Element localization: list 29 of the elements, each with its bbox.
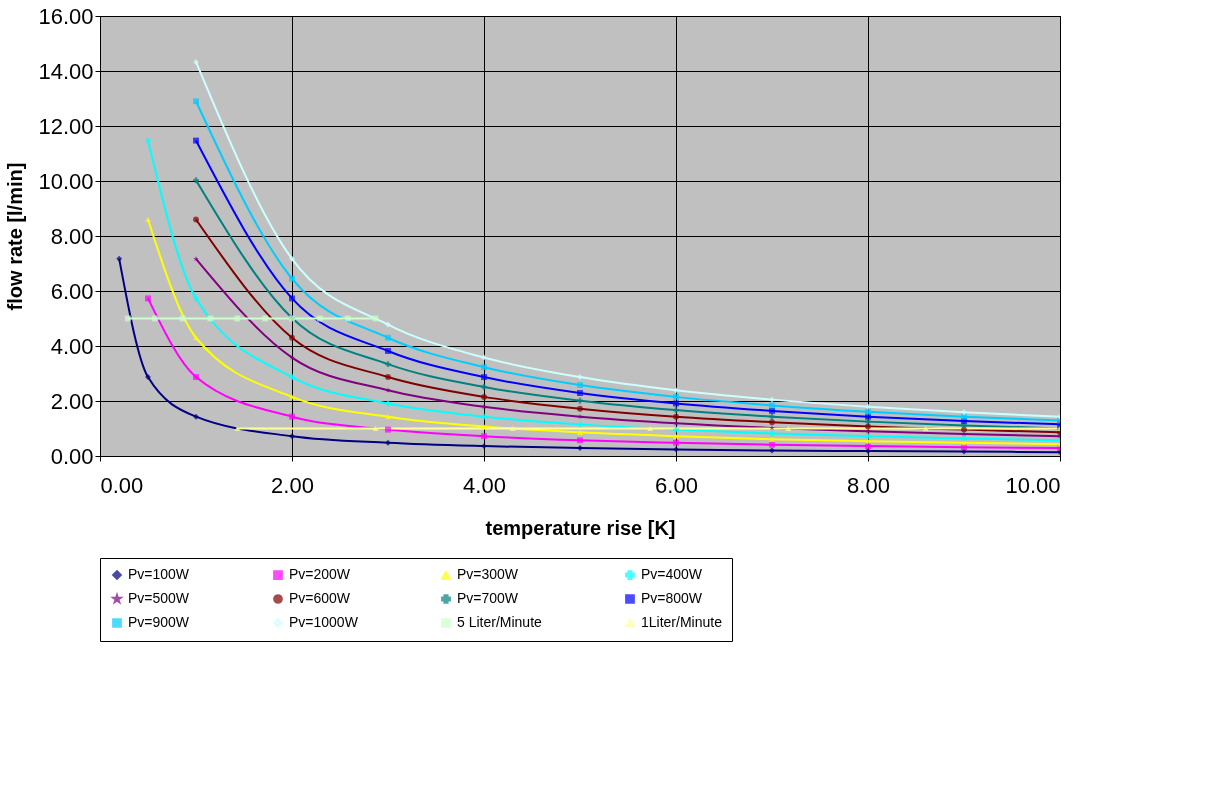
legend-label: Pv=900W xyxy=(128,614,190,630)
x-tick-label: 10.00 xyxy=(1005,472,1061,498)
legend-label: Pv=500W xyxy=(128,590,190,606)
legend-label: Pv=400W xyxy=(641,566,703,583)
y-tick-label: 10.00 xyxy=(38,168,94,194)
legend-label: Pv=800W xyxy=(641,590,703,606)
legend-label: Pv=600W xyxy=(289,590,351,606)
y-tick-label: 0.00 xyxy=(50,443,94,469)
legend-label: Pv=1000W xyxy=(289,614,359,630)
y-tick-label: 2.00 xyxy=(50,388,94,414)
legend-label: Pv=300W xyxy=(457,566,519,583)
y-tick-label: 6.00 xyxy=(50,278,94,304)
legend-label: Pv=200W xyxy=(289,566,351,583)
legend-label: Pv=100W xyxy=(128,566,190,583)
legend-label: 1Liter/Minute xyxy=(641,614,723,630)
y-tick-label: 8.00 xyxy=(50,223,94,249)
x-tick-label: 0.00 xyxy=(100,472,144,498)
legend-label: 5 Liter/Minute xyxy=(457,614,543,630)
y-axis-title: flow rate [l/min] xyxy=(4,162,27,311)
y-tick-label: 16.00 xyxy=(38,3,94,29)
x-tick-label: 8.00 xyxy=(847,472,890,498)
x-tick-label: 4.00 xyxy=(463,472,506,498)
x-axis-title: temperature rise [K] xyxy=(485,516,676,539)
y-tick-label: 12.00 xyxy=(38,113,94,139)
x-tick-label: 2.00 xyxy=(271,472,314,498)
y-tick-label: 4.00 xyxy=(50,333,94,359)
y-tick-label: 14.00 xyxy=(38,58,94,84)
legend-label: Pv=700W xyxy=(457,590,519,606)
x-tick-label: 6.00 xyxy=(655,472,698,498)
